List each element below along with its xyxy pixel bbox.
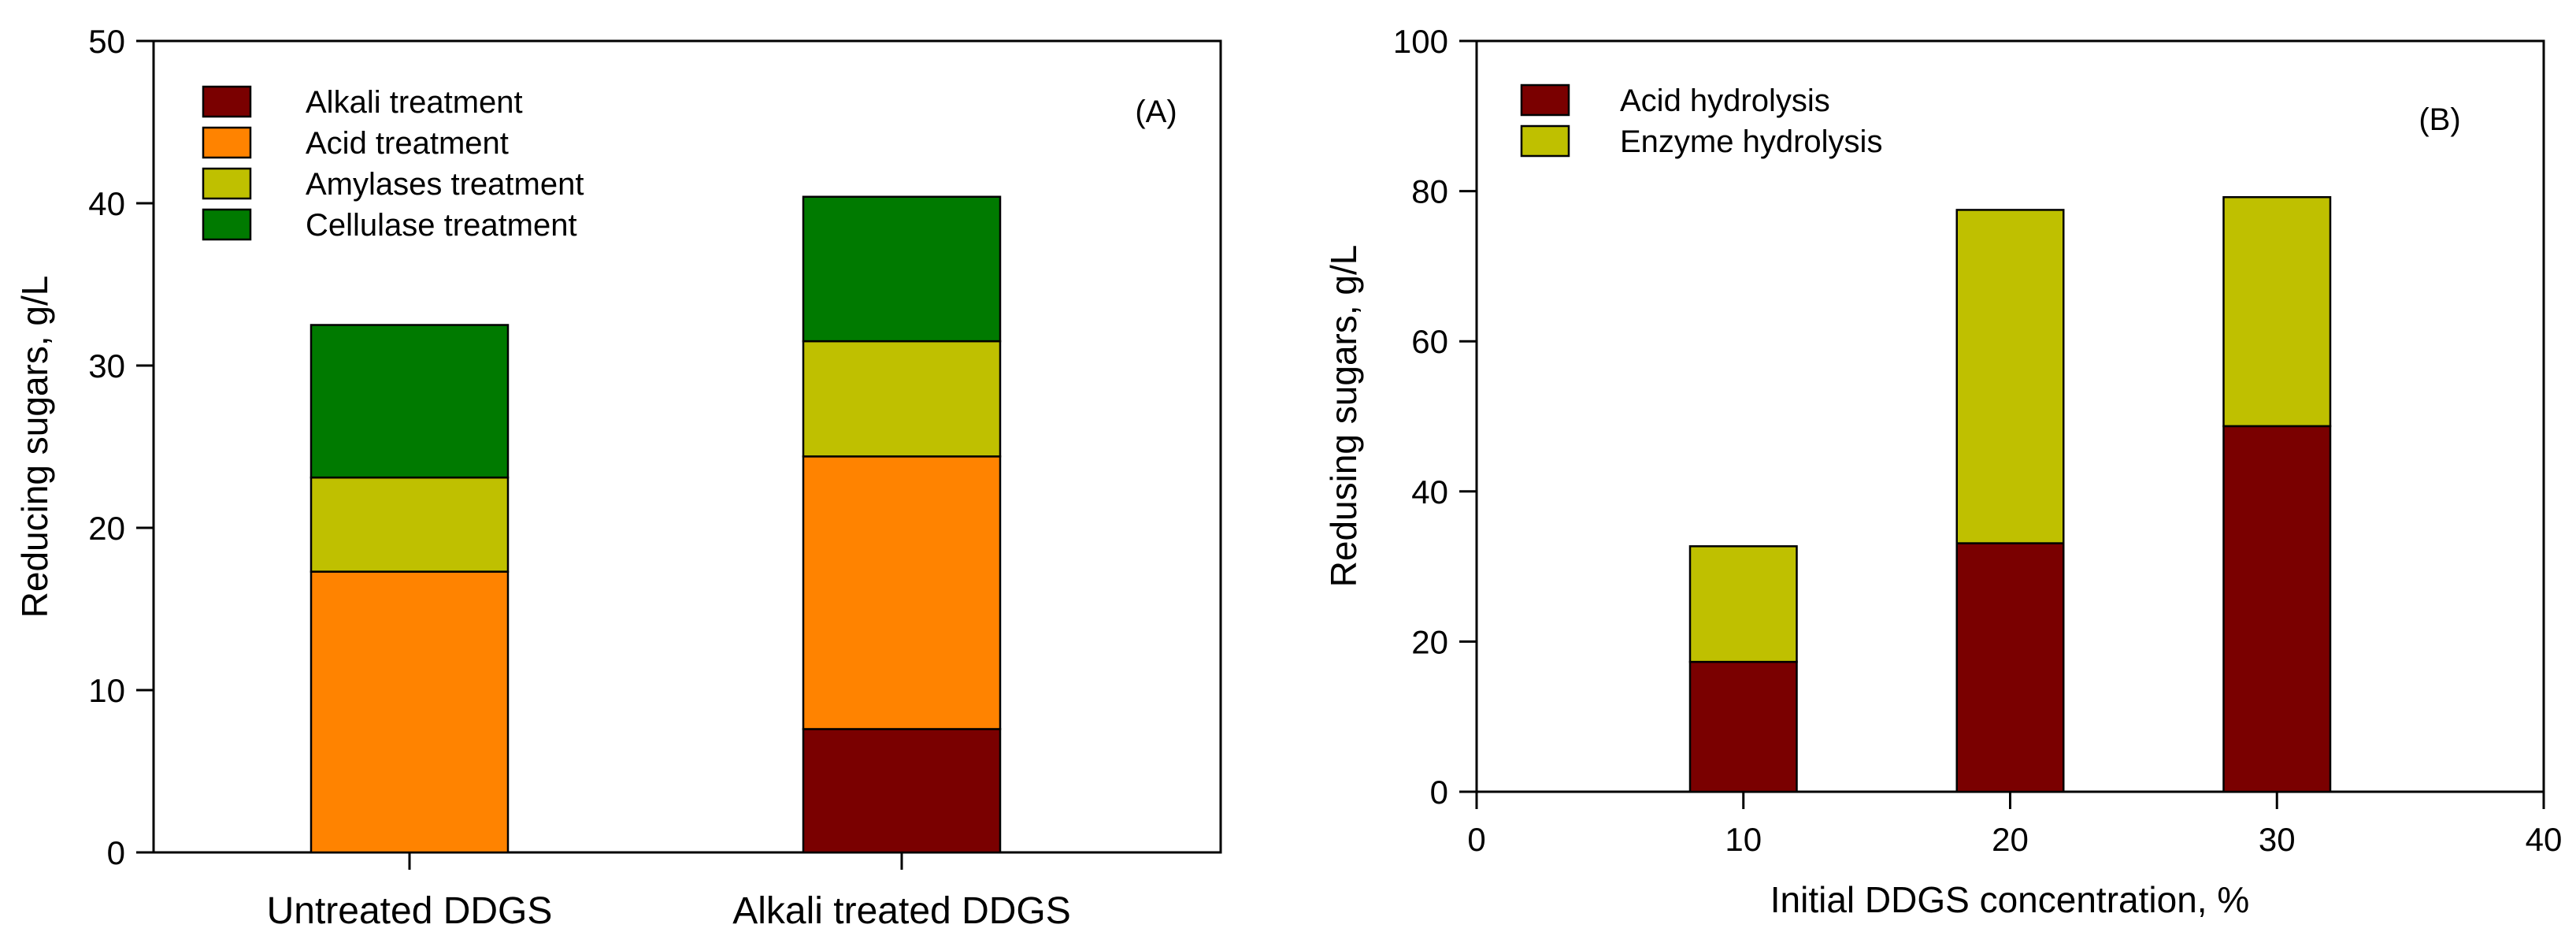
- legend-swatch-cellulase-treatment: [202, 208, 252, 241]
- panel-b-x-tick-label: 20: [1992, 821, 2029, 858]
- legend-swatch-amylases-treatment: [202, 167, 252, 200]
- legend-swatch-enzyme-hydrolysis: [1520, 124, 1570, 158]
- legend-swatch-acid-hydrolysis: [1520, 84, 1570, 117]
- bar-alkali-treated-ddgs-cellulase-treatment: [802, 195, 1002, 343]
- legend-label-acid-treatment: Acid treatment: [306, 126, 509, 161]
- bar-alkali-treated-ddgs-acid-treatment: [802, 455, 1002, 730]
- panel-a-bars: [309, 195, 1002, 854]
- bar-untreated-ddgs-cellulase-treatment: [309, 324, 510, 479]
- panel-a-legend: Alkali treatment Acid treatment Amylases t…: [202, 85, 584, 243]
- panel-a-plot-frame: [152, 39, 1222, 854]
- panel-a-y-tick-label: 30: [88, 347, 125, 384]
- legend-label-enzyme-hydrolysis: Enzyme hydrolysis: [1620, 124, 1882, 159]
- legend-label-cellulase-treatment: Cellulase treatment: [306, 208, 577, 243]
- bar-30-enzyme-hydrolysis: [2222, 195, 2332, 428]
- panel-b-x-tick-label: 10: [1725, 821, 1762, 858]
- panel-b-y-tick-label: 40: [1411, 473, 1448, 510]
- panel-a-y-tick-label: 10: [88, 672, 125, 709]
- panel-b-y-tick-label: 100: [1393, 23, 1448, 60]
- panel-b-y-tick-label: 0: [1430, 774, 1448, 811]
- panel-b-y-tick-label: 60: [1411, 323, 1448, 360]
- panel-b: 0 20 40 60 80 100 0 10 20 30 40 Redusing sugars, …: [1323, 23, 2562, 920]
- panel-b-x-axis-title: Initial DDGS concentration, %: [1770, 879, 2250, 920]
- panel-b-x-tick-label: 0: [1467, 821, 1485, 858]
- panel-a-category-labels: Untreated DDGS Alkali treated DDGS: [267, 852, 1071, 932]
- panel-a-y-ticks: 0 10 20 30 40 50: [88, 23, 154, 871]
- bar-20-acid-hydrolysis: [1955, 542, 2065, 793]
- panel-a-category-label: Alkali treated DDGS: [732, 890, 1071, 932]
- panel-b-x-tick-label: 40: [2526, 821, 2563, 858]
- panel-a-y-tick-label: 20: [88, 510, 125, 547]
- legend-label-amylases-treatment: Amylases treatment: [306, 167, 584, 202]
- panel-a-y-tick-label: 0: [107, 834, 125, 871]
- bar-10-acid-hydrolysis: [1688, 660, 1798, 793]
- bar-30-acid-hydrolysis: [2222, 425, 2332, 793]
- bar-alkali-treated-ddgs-alkali-treatment: [802, 728, 1002, 854]
- panel-b-label: (B): [2418, 102, 2460, 137]
- legend-label-alkali-treatment: Alkali treatment: [306, 85, 523, 120]
- panel-b-bars: [1688, 195, 2332, 793]
- panel-a-label: (A): [1135, 95, 1177, 129]
- bar-untreated-ddgs-acid-treatment: [309, 570, 510, 854]
- panel-b-legend: Acid hydrolysis Enzyme hydrolysis: [1520, 84, 1882, 159]
- legend-swatch-alkali-treatment: [202, 85, 252, 118]
- legend-label-acid-hydrolysis: Acid hydrolysis: [1620, 84, 1830, 118]
- panel-b-y-axis-title: Redusing sugars, g/L: [1323, 245, 1364, 588]
- panel-a-y-tick-label: 50: [88, 23, 125, 60]
- panel-b-y-tick-label: 80: [1411, 173, 1448, 210]
- bar-10-enzyme-hydrolysis: [1688, 545, 1798, 663]
- panel-b-y-tick-label: 20: [1411, 623, 1448, 660]
- panel-b-y-ticks: 0 20 40 60 80 100: [1393, 23, 1477, 811]
- panel-a-y-axis-title: Reducing sugars, g/L: [14, 276, 55, 618]
- bar-20-enzyme-hydrolysis: [1955, 209, 2065, 544]
- panel-a-y-tick-label: 40: [88, 185, 125, 222]
- bar-untreated-ddgs-amylases-treatment: [309, 476, 510, 573]
- panel-b-x-tick-label: 30: [2259, 821, 2296, 858]
- panel-a-category-label: Untreated DDGS: [267, 890, 553, 932]
- legend-swatch-acid-treatment: [202, 126, 252, 159]
- bar-alkali-treated-ddgs-amylases-treatment: [802, 340, 1002, 458]
- panel-a: 0 10 20 30 40 50 Untreated DDGS Alkali treated…: [14, 23, 1222, 932]
- panel-b-x-ticks: 0 10 20 30 40: [1467, 792, 2562, 858]
